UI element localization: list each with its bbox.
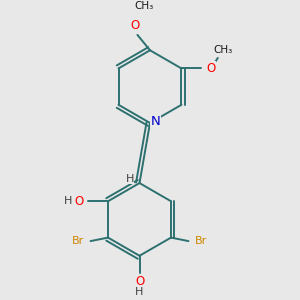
Text: O: O [130, 19, 139, 32]
Text: Br: Br [72, 236, 84, 246]
Text: CH₃: CH₃ [135, 1, 154, 10]
Text: O: O [74, 195, 83, 208]
Text: O: O [135, 275, 144, 288]
Text: H: H [125, 174, 134, 184]
Text: H: H [64, 196, 72, 206]
Text: CH₃: CH₃ [214, 45, 233, 55]
Text: O: O [206, 62, 215, 75]
Text: Br: Br [195, 236, 207, 246]
Text: N: N [151, 115, 160, 128]
Text: H: H [135, 287, 144, 297]
